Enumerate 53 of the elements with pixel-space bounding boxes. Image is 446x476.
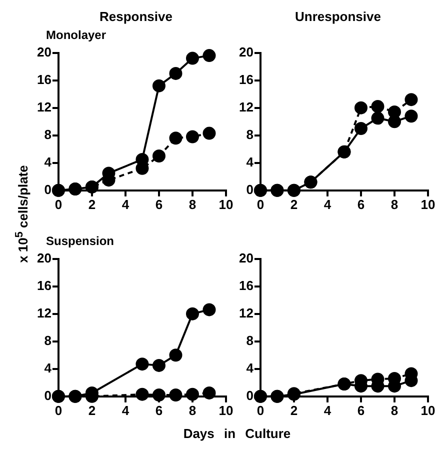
x-tick-label: 10 <box>420 402 436 418</box>
y-tick-label: 12 <box>238 99 254 114</box>
y-tick-label: 12 <box>36 99 52 114</box>
y-tick-label: 16 <box>36 278 52 293</box>
y-tick-label: 0 <box>44 388 52 403</box>
chart-subtitle: Suspension <box>45 233 116 250</box>
x-tick-label: 0 <box>54 402 62 418</box>
x-tick-label: 0 <box>256 402 264 418</box>
chart-subtitle: Monolayer <box>45 27 108 44</box>
y-tick-label: 4 <box>44 154 52 170</box>
x-tick-label: 10 <box>218 402 234 418</box>
x-tick-label: 4 <box>122 402 130 418</box>
chart-title: Unresponsive <box>294 8 382 26</box>
chart-title: Responsive <box>98 8 174 26</box>
y-tick-label: 16 <box>238 72 254 87</box>
y-tick-label: 8 <box>246 332 254 348</box>
y-tick-label: 20 <box>238 44 254 60</box>
x-tick-label: 0 <box>256 196 264 212</box>
y-tick-label: 8 <box>44 332 52 348</box>
x-tick-label: 8 <box>188 196 196 212</box>
x-tick-label: 6 <box>357 196 365 212</box>
x-tick-label: 6 <box>357 402 365 418</box>
y-tick-label: 0 <box>44 182 52 197</box>
x-tick-label: 4 <box>324 402 332 418</box>
y-tick-label: 4 <box>246 360 254 376</box>
x-tick-label: 8 <box>390 402 398 418</box>
y-tick-label: 8 <box>44 126 52 142</box>
y-tick-label: 16 <box>36 72 52 87</box>
y-tick-label: 4 <box>44 360 52 376</box>
x-tick-label: 4 <box>122 196 130 212</box>
y-tick-label: 12 <box>238 305 254 320</box>
x-tick-label: 2 <box>88 196 96 212</box>
x-axis-title: Days in Culture <box>182 426 292 441</box>
x-tick-label: 0 <box>54 196 62 212</box>
x-tick-label: 2 <box>290 196 298 212</box>
y-tick-label: 12 <box>36 305 52 320</box>
x-tick-label: 4 <box>324 196 332 212</box>
x-tick-label: 8 <box>188 402 196 418</box>
x-tick-label: 6 <box>155 402 163 418</box>
y-tick-label: 4 <box>246 154 254 170</box>
x-tick-label: 2 <box>290 402 298 418</box>
y-tick-label: 20 <box>238 250 254 266</box>
y-tick-label: 20 <box>36 44 52 60</box>
x-tick-label: 8 <box>390 196 398 212</box>
y-tick-label: 8 <box>246 126 254 142</box>
y-tick-label: 0 <box>246 182 254 197</box>
y-tick-label: 0 <box>246 388 254 403</box>
x-tick-label: 10 <box>420 196 436 212</box>
x-tick-label: 6 <box>155 196 163 212</box>
x-tick-label: 10 <box>218 196 234 212</box>
y-tick-label: 16 <box>238 278 254 293</box>
y-tick-label: 20 <box>36 250 52 266</box>
x-tick-label: 2 <box>88 402 96 418</box>
